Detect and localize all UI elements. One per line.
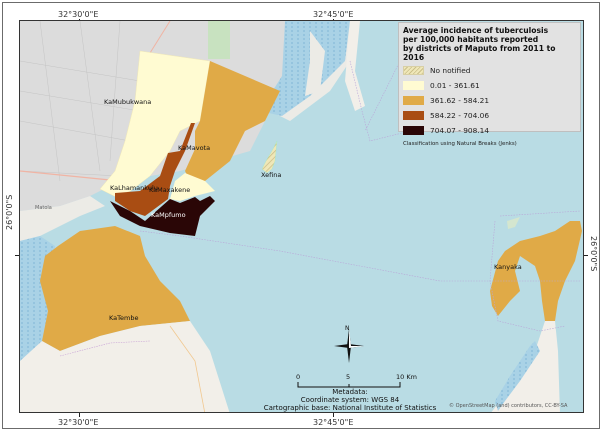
place-label-kamaxakene: KaMaxakene xyxy=(149,186,191,194)
legend-label: 361.62 - 584.21 xyxy=(430,96,490,105)
place-label-kamubukwana: KaMubukwana xyxy=(104,98,152,106)
metadata-block: Metadata: Coordinate system: WGS 84 Cart… xyxy=(264,388,437,412)
place-label-kamavota: KaMavota xyxy=(178,144,211,152)
graticule-right-label: 26°0'0"S xyxy=(589,236,598,272)
metadata-heading: Metadata: xyxy=(332,388,368,396)
district-kanyaka xyxy=(490,221,582,321)
osm-attribution: © OpenStreetMap (and) contributors, CC-B… xyxy=(449,403,568,409)
legend-swatch xyxy=(403,81,424,90)
scale-label-10: 10 Km xyxy=(396,373,417,381)
legend-swatch xyxy=(403,96,424,105)
metadata-cartographic-base: Cartographic base: National Institute of… xyxy=(263,404,437,412)
legend-label: 0.01 - 361.61 xyxy=(430,81,480,90)
legend-item-no-notified: No notified xyxy=(403,64,576,77)
legend-item-class-1: 0.01 - 361.61 xyxy=(403,79,576,92)
graticule-bottom-label-2: 32°45'0"E xyxy=(313,418,354,427)
map-canvas[interactable]: Matola KaMubukwana KaMavota KaLhamankulu… xyxy=(19,20,584,413)
legend-swatch-hatch xyxy=(403,66,424,75)
legend-title-line-3: by districts of Maputo from 2011 to 2016 xyxy=(403,44,556,62)
north-arrow-icon xyxy=(334,329,364,363)
graticule-top-label-1: 32°30'0"E xyxy=(58,10,99,19)
basemap-svg xyxy=(20,21,583,412)
district-xefina xyxy=(261,140,278,174)
place-label-kanyaka: Kanyaka xyxy=(494,263,522,271)
place-label-matola: Matola xyxy=(35,205,52,211)
legend-panel: Average incidence of tuberculosis per 10… xyxy=(398,22,581,147)
legend-item-class-4: 704.07 - 908.14 xyxy=(403,124,576,137)
place-label-xefina: Xefina xyxy=(261,171,282,179)
legend-title-line-2: per 100,000 habitants reported xyxy=(403,35,539,44)
scale-label-0: 0 xyxy=(296,373,301,381)
metadata-coordinate-system: Coordinate system: WGS 84 xyxy=(300,396,400,404)
graticule-tick xyxy=(79,413,80,417)
legend-item-class-3: 584.22 - 704.06 xyxy=(403,109,576,122)
legend-swatch xyxy=(403,126,424,135)
legend-label: 584.22 - 704.06 xyxy=(430,111,490,120)
district-katembe xyxy=(40,226,190,351)
legend-classification-note: Classification using Natural Breaks (Jen… xyxy=(403,141,517,147)
legend-label: 704.07 - 908.14 xyxy=(430,126,490,135)
place-label-katembe: KaTembe xyxy=(109,314,139,322)
north-label: N xyxy=(345,325,350,332)
graticule-tick xyxy=(333,413,334,417)
scale-label-5: 5 xyxy=(346,373,351,381)
legend-title-line-1: Average incidence of tuberculosis xyxy=(403,26,549,35)
place-label-kalhamankulu: KaLhamankulu xyxy=(110,184,158,192)
district-kalhamankulu xyxy=(115,123,195,216)
graticule-bottom-label-1: 32°30'0"E xyxy=(58,418,99,427)
legend-item-class-2: 361.62 - 584.21 xyxy=(403,94,576,107)
legend-swatch xyxy=(403,111,424,120)
graticule-left-label: 26°0'0"S xyxy=(5,194,14,230)
graticule-tick xyxy=(15,255,19,256)
district-kamavota xyxy=(185,61,280,181)
scale-bar xyxy=(297,382,401,388)
graticule-top-label-2: 32°45'0"E xyxy=(313,10,354,19)
district-kampfumo xyxy=(110,196,215,236)
graticule-tick xyxy=(584,255,588,256)
place-label-kampfumo: KaMpfumo xyxy=(151,211,186,219)
district-kamaxakene xyxy=(170,173,215,201)
legend-label: No notified xyxy=(430,66,471,75)
